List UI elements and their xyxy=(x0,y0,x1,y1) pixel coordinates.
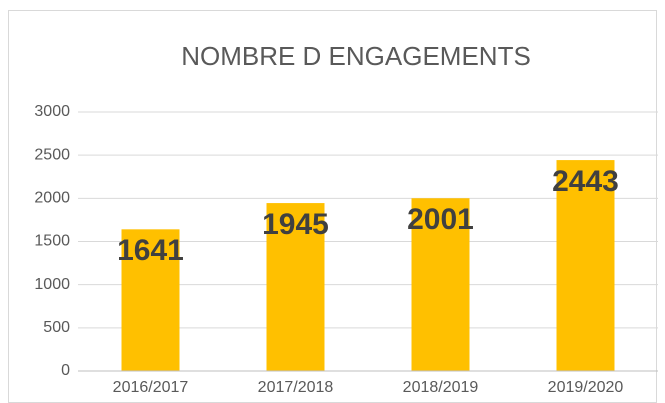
y-tick-label: 0 xyxy=(61,362,70,379)
x-tick-label: 2019/2020 xyxy=(548,379,624,396)
bar xyxy=(556,160,615,371)
bar xyxy=(411,198,470,371)
y-tick-label: 2000 xyxy=(34,190,70,207)
chart-border xyxy=(8,10,657,403)
bar xyxy=(121,229,180,371)
bar xyxy=(266,203,325,371)
data-label: 1945 xyxy=(262,208,329,241)
y-tick-label: 1500 xyxy=(34,233,70,250)
x-tick-label: 2016/2017 xyxy=(113,379,189,396)
y-tick-label: 1000 xyxy=(34,276,70,293)
x-tick-label: 2018/2019 xyxy=(403,379,479,396)
data-label: 2001 xyxy=(407,203,474,236)
data-label: 1641 xyxy=(117,234,184,267)
y-tick-label: 500 xyxy=(43,319,70,336)
x-tick-label: 2017/2018 xyxy=(258,379,334,396)
y-tick-label: 2500 xyxy=(34,146,70,163)
chart-title: NOMBRE D ENGAGEMENTS xyxy=(181,41,531,71)
data-label: 2443 xyxy=(552,165,619,198)
y-tick-label: 3000 xyxy=(34,103,70,120)
